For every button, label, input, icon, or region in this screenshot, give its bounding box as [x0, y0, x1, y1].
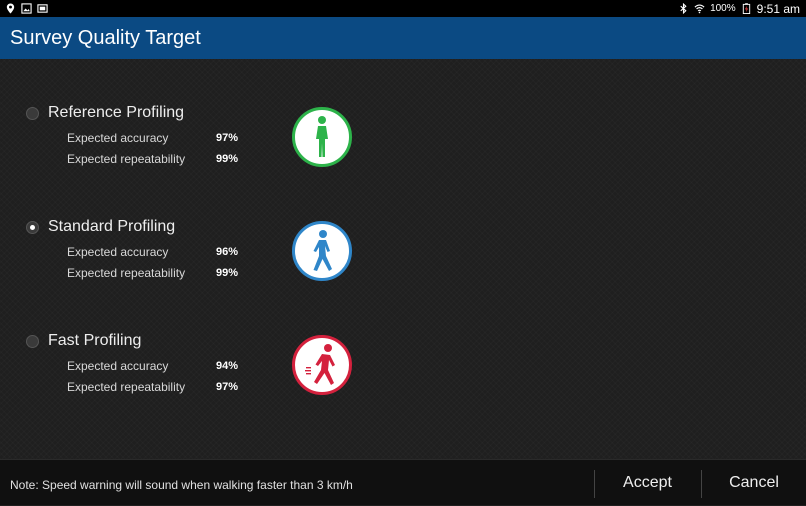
status-right-icons: 100% 9:51 am [678, 2, 806, 16]
option-fast-profiling-header[interactable]: Fast Profiling [26, 332, 141, 350]
screenshot-notification-icon [37, 4, 48, 13]
status-left-icons [0, 3, 48, 14]
walker-figure-red [305, 344, 335, 385]
walker-figure-green [316, 116, 328, 157]
wifi-icon [694, 4, 705, 14]
button-divider [594, 470, 595, 498]
option-title: Fast Profiling [48, 332, 142, 349]
bluetooth-icon [680, 3, 687, 14]
repeatability-value: 99% [216, 267, 239, 279]
repeatability-value: 97% [216, 381, 239, 393]
option-standard-profiling-header[interactable]: Standard Profiling [26, 218, 175, 236]
battery-percent: 100% [710, 3, 736, 14]
option-fast-profiling[interactable]: Fast Profiling Expected accuracy 94% Exp… [26, 332, 366, 412]
option-title: Standard Profiling [48, 218, 176, 235]
speed-warning-note: Note: Speed warning will sound when walk… [10, 478, 353, 492]
radio-fast-profiling[interactable] [26, 334, 39, 348]
button-divider [701, 470, 702, 498]
repeatability-label: Expected repeatability [67, 152, 186, 166]
option-reference-profiling-header[interactable]: Reference Profiling [26, 104, 184, 122]
walking-icon [292, 221, 352, 281]
quality-options-panel: Reference Profiling Expected accuracy 97… [0, 59, 806, 459]
gallery-notification-icon [21, 3, 32, 14]
cancel-button[interactable]: Cancel [702, 460, 806, 506]
repeatability-label: Expected repeatability [67, 266, 186, 280]
option-title: Reference Profiling [48, 104, 185, 121]
option-reference-profiling[interactable]: Reference Profiling Expected accuracy 97… [26, 104, 366, 184]
page-title: Survey Quality Target [10, 26, 201, 49]
accuracy-value: 96% [216, 246, 239, 258]
bottom-action-bar: Note: Speed warning will sound when walk… [0, 459, 806, 505]
accuracy-label: Expected accuracy [67, 131, 169, 145]
walking-slow-icon [292, 107, 352, 167]
accuracy-value: 94% [216, 360, 239, 372]
radio-standard-profiling[interactable] [26, 220, 39, 234]
option-standard-profiling[interactable]: Standard Profiling Expected accuracy 96%… [26, 218, 366, 298]
app-bar: Survey Quality Target [0, 17, 806, 59]
accuracy-value: 97% [216, 132, 239, 144]
accuracy-label: Expected accuracy [67, 245, 169, 259]
location-pin-icon [6, 3, 15, 14]
status-bar: 100% 9:51 am [0, 0, 806, 17]
walker-figure-blue [313, 230, 332, 271]
repeatability-label: Expected repeatability [67, 380, 186, 394]
radio-reference-profiling[interactable] [26, 106, 39, 120]
repeatability-value: 99% [216, 153, 239, 165]
clock: 9:51 am [756, 1, 800, 16]
battery-charging-icon [742, 3, 750, 14]
accept-button[interactable]: Accept [595, 460, 700, 506]
walking-fast-icon [292, 335, 352, 395]
accuracy-label: Expected accuracy [67, 359, 169, 373]
